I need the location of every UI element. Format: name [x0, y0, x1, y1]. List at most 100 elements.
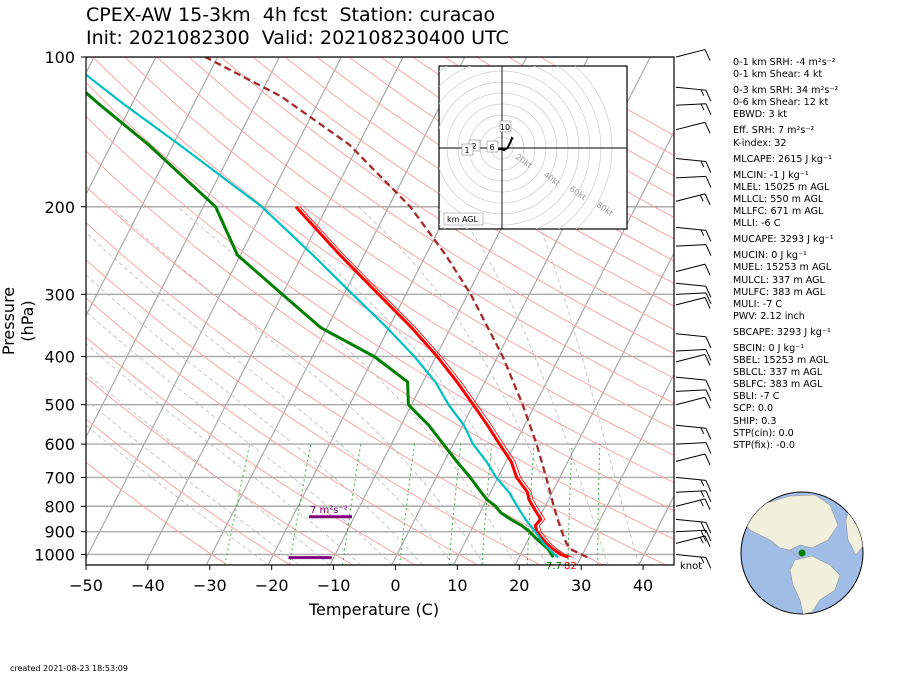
- mixing-ratio-line: [526, 444, 535, 565]
- isotherm: [86, 57, 95, 75]
- wind-barb: [675, 175, 712, 188]
- wetbulb-profile: [86, 73, 559, 559]
- globe-south-america: [789, 555, 841, 614]
- param-line: SBLI: -7 C: [733, 391, 780, 403]
- plot-frame: [85, 56, 675, 566]
- globe-north-america: [741, 494, 839, 551]
- param-line: MULI: -7 C: [733, 298, 783, 310]
- x-tick-label: −30: [193, 576, 227, 595]
- mixing-ratio-line: [597, 444, 601, 565]
- dewpoint-profile: [86, 90, 555, 558]
- wind-barb: [675, 121, 711, 134]
- param-line: SBCAPE: 3293 J kg⁻¹: [733, 326, 831, 338]
- moist-adiabat: [86, 399, 300, 565]
- wind-barb: [675, 490, 712, 503]
- param-line: SBLCL: 337 m AGL: [733, 367, 823, 379]
- param-line: SCP: 0.0: [733, 403, 774, 415]
- y-tick-label: 500: [44, 396, 75, 415]
- temperature-profile: [294, 205, 570, 559]
- wind-barb: [675, 442, 712, 454]
- dry-adiabat: [86, 259, 541, 565]
- moist-adiabat: [86, 274, 423, 565]
- y-tick-label: 200: [44, 198, 75, 217]
- chart-title-line2: Init: 2021082300 Valid: 202108230400 UTC: [86, 27, 509, 49]
- hodograph-height-label: 6: [489, 143, 494, 152]
- y-tick-label: 800: [44, 497, 75, 516]
- param-line: MUEL: 15253 m AGL: [733, 262, 832, 274]
- created-timestamp: created 2021-08-23 18:53:09: [10, 664, 128, 673]
- x-tick-label: 10: [447, 576, 467, 595]
- hodograph-height-label: 1: [464, 146, 469, 155]
- moist-adiabat: [111, 206, 485, 565]
- wind-barb: [675, 424, 712, 440]
- mixing-ratio-line: [342, 444, 362, 565]
- param-line: MUCAPE: 3293 J kg⁻¹: [733, 234, 834, 246]
- param-line: MLCAPE: 2615 J kg⁻¹: [733, 153, 832, 165]
- moist-adiabat: [86, 343, 361, 565]
- mixing-ratio-line: [399, 444, 415, 565]
- srh-bar-label: 7 m²s⁻²: [310, 505, 348, 516]
- param-line: 0-1 km SRH: -4 m²s⁻²: [733, 57, 836, 68]
- wind-barb: [675, 453, 711, 466]
- wind-barb: [675, 158, 712, 173]
- param-line: MLCIN: -1 J kg⁻¹: [733, 169, 809, 181]
- wind-barb: [675, 292, 712, 305]
- x-tick-label: 40: [633, 576, 653, 595]
- wind-barb: [675, 535, 711, 548]
- moist-adiabat: [454, 206, 609, 565]
- x-tick-label: −10: [317, 576, 351, 595]
- chart-title-line1: CPEX-AW 15-3km 4h fcst Station: curacao: [86, 4, 496, 26]
- wind-barb: [675, 476, 712, 492]
- param-line: SHIP: 0.3: [733, 415, 777, 427]
- isotherm: [205, 57, 466, 565]
- x-axis-label: Temperature (C): [309, 600, 440, 619]
- isotherm: [143, 57, 404, 565]
- moist-adiabat: [259, 206, 547, 565]
- isotherm: [576, 373, 674, 565]
- param-line: MULFC: 383 m AGL: [733, 286, 826, 298]
- dry-adiabat: [124, 57, 674, 430]
- dry-adiabat: [86, 185, 667, 565]
- moist-adiabat: [86, 424, 269, 565]
- hodograph-trace: [495, 136, 514, 152]
- param-line: SBCIN: 0 J kg⁻¹: [733, 342, 805, 354]
- wind-barb: [675, 518, 712, 534]
- wind-barb: [675, 103, 712, 115]
- y-tick-label: 700: [44, 468, 75, 487]
- param-line: 0-1 km Shear: 4 kt: [733, 69, 823, 81]
- dry-adiabat: [284, 57, 674, 307]
- parcel-profile: [204, 57, 588, 559]
- isotherm: [86, 57, 281, 439]
- wind-barb: [675, 376, 712, 392]
- x-tick-label: 30: [571, 576, 591, 595]
- location-globe: [740, 491, 864, 615]
- dry-adiabat: [252, 57, 674, 331]
- param-line: STP(fix): -0.0: [733, 439, 795, 451]
- dry-adiabat: [86, 336, 416, 565]
- param-line: K-index: 32: [733, 137, 787, 149]
- sounding-parameters-list: 0-1 km SRH: -4 m²s⁻² 0-1 km Shear: 4 kt 0-…: [733, 57, 838, 452]
- isotherm: [86, 57, 157, 196]
- virtual-temperature-line: [299, 206, 573, 558]
- dry-adiabat: [86, 297, 479, 565]
- hodograph-height-label: 2: [471, 142, 476, 151]
- param-line: MLLI: -6 C: [733, 218, 781, 230]
- dry-adiabat: [220, 57, 674, 355]
- param-line: EBWD: 3 kt: [733, 109, 787, 121]
- wind-barb: [675, 396, 711, 409]
- dry-adiabat: [92, 57, 674, 456]
- param-line: MUCIN: 0 J kg⁻¹: [733, 250, 807, 262]
- param-line: 0-6 km Shear: 12 kt: [733, 97, 829, 109]
- wind-barb: [675, 333, 712, 348]
- wind-barb: [675, 263, 711, 276]
- wind-barb: [675, 86, 712, 102]
- param-line: MLLCL: 550 m AGL: [733, 193, 824, 205]
- dry-adiabat: [86, 150, 674, 540]
- isotherm: [0, 57, 32, 565]
- dry-adiabat: [316, 57, 674, 284]
- dry-adiabat: [86, 115, 674, 512]
- wind-barb: [675, 349, 712, 361]
- wind-barb: [675, 498, 711, 511]
- mixing-ratio-line: [567, 444, 573, 565]
